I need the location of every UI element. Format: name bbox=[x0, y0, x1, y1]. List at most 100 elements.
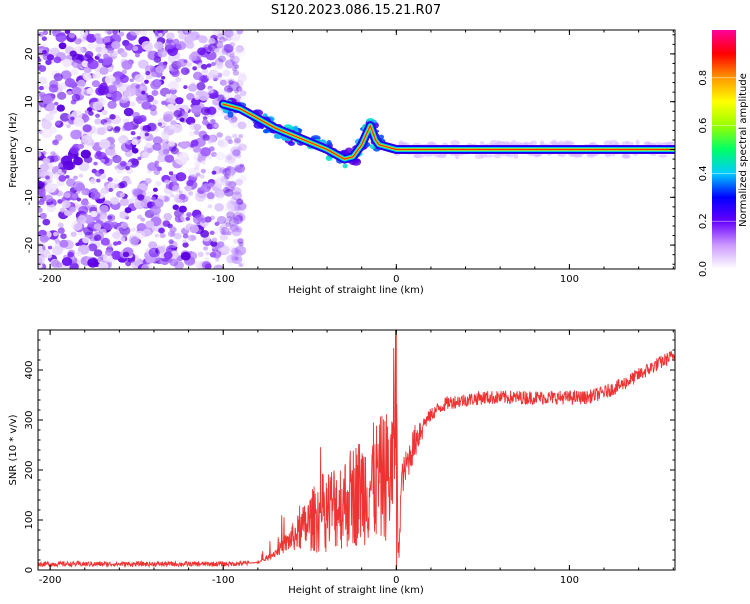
noise-blob bbox=[38, 151, 42, 158]
noise-blob bbox=[227, 139, 233, 145]
noise-blob bbox=[197, 251, 204, 257]
noise-blob bbox=[38, 31, 44, 37]
noise-blob bbox=[167, 103, 175, 111]
noise-blob bbox=[131, 158, 140, 166]
noise-blob bbox=[155, 181, 162, 187]
noise-blob bbox=[61, 200, 71, 209]
noise-blob bbox=[137, 100, 142, 104]
noise-blob bbox=[168, 171, 174, 176]
noise-blob bbox=[100, 237, 110, 246]
noise-blob bbox=[234, 256, 239, 261]
noise-blob bbox=[201, 160, 207, 165]
noise-blob bbox=[223, 37, 228, 42]
noise-blob bbox=[214, 58, 224, 66]
noise-blob bbox=[220, 175, 229, 183]
trace-halo-blob bbox=[430, 141, 436, 146]
noise-blob bbox=[125, 139, 132, 145]
noise-blob bbox=[95, 178, 101, 183]
signal-blob bbox=[288, 141, 295, 146]
noise-blob bbox=[104, 249, 113, 256]
x-tick-label: 100 bbox=[560, 274, 579, 285]
noise-blob bbox=[162, 111, 174, 121]
noise-blob bbox=[107, 47, 115, 54]
noise-blob bbox=[186, 212, 192, 218]
noise-blob bbox=[195, 172, 201, 177]
noise-blob bbox=[236, 198, 244, 205]
noise-blob bbox=[190, 235, 197, 241]
noise-blob bbox=[122, 233, 128, 238]
noise-blob bbox=[85, 116, 90, 121]
noise-blob bbox=[170, 147, 180, 155]
noise-blob bbox=[235, 45, 244, 53]
noise-blob bbox=[186, 92, 195, 101]
noise-blob bbox=[67, 251, 74, 258]
noise-blob bbox=[204, 263, 212, 269]
noise-blob bbox=[234, 94, 242, 101]
noise-blob bbox=[88, 110, 94, 116]
noise-blob bbox=[229, 84, 237, 91]
noise-blob bbox=[42, 218, 51, 226]
noise-blob bbox=[64, 78, 76, 88]
noise-blob bbox=[38, 225, 39, 228]
noise-blob bbox=[204, 257, 210, 262]
noise-blob bbox=[218, 55, 226, 63]
noise-blob bbox=[47, 245, 53, 250]
y-tick-label: 300 bbox=[24, 410, 35, 429]
noise-blob bbox=[94, 170, 102, 177]
noise-blob bbox=[78, 231, 83, 236]
noise-blob bbox=[220, 226, 230, 236]
noise-blob bbox=[157, 48, 168, 58]
noise-blob bbox=[141, 40, 153, 51]
noise-blob bbox=[167, 47, 178, 57]
noise-blob bbox=[92, 101, 104, 111]
noise-blob bbox=[230, 118, 241, 128]
noise-blob bbox=[93, 161, 98, 166]
noise-blob bbox=[233, 138, 242, 146]
noise-blob bbox=[188, 53, 198, 61]
noise-blob bbox=[121, 60, 133, 70]
noise-blob bbox=[120, 142, 133, 153]
noise-blob bbox=[53, 155, 61, 162]
noise-blob bbox=[215, 105, 220, 110]
noise-blob bbox=[220, 229, 227, 235]
noise-blob bbox=[71, 93, 81, 102]
y-tick-label: 0 bbox=[24, 146, 35, 152]
signal-blob bbox=[342, 163, 348, 169]
noise-blob bbox=[91, 73, 97, 78]
noise-blob bbox=[129, 30, 141, 36]
noise-blob bbox=[210, 240, 218, 247]
noise-blob bbox=[73, 175, 78, 180]
noise-blob bbox=[104, 75, 116, 85]
noise-blob bbox=[58, 42, 67, 50]
noise-blob bbox=[154, 41, 164, 50]
noise-blob bbox=[81, 135, 93, 145]
x-tick-label: 100 bbox=[560, 575, 579, 586]
noise-blob bbox=[217, 241, 225, 248]
noise-blob bbox=[124, 42, 134, 51]
noise-blob bbox=[189, 226, 194, 231]
noise-blob bbox=[202, 116, 208, 121]
noise-blob bbox=[185, 216, 190, 221]
noise-blob bbox=[219, 233, 228, 241]
noise-blob bbox=[238, 241, 244, 247]
noise-blob bbox=[183, 59, 188, 64]
noise-blob bbox=[196, 82, 206, 91]
x-tick-label: 0 bbox=[393, 274, 399, 285]
noise-blob bbox=[28, 137, 37, 145]
noise-blob bbox=[135, 201, 145, 210]
noise-blob bbox=[207, 88, 214, 94]
noise-blob bbox=[169, 226, 177, 233]
noise-blob bbox=[236, 213, 246, 222]
noise-blob bbox=[216, 62, 224, 69]
noise-blob bbox=[66, 90, 73, 96]
noise-blob bbox=[200, 183, 212, 193]
noise-blob bbox=[218, 226, 225, 232]
noise-blob bbox=[226, 231, 232, 236]
x-tick-label: -100 bbox=[212, 274, 235, 285]
noise-blob bbox=[134, 74, 145, 83]
noise-blob bbox=[145, 220, 155, 229]
noise-blob bbox=[132, 111, 141, 119]
noise-blob bbox=[235, 153, 242, 159]
